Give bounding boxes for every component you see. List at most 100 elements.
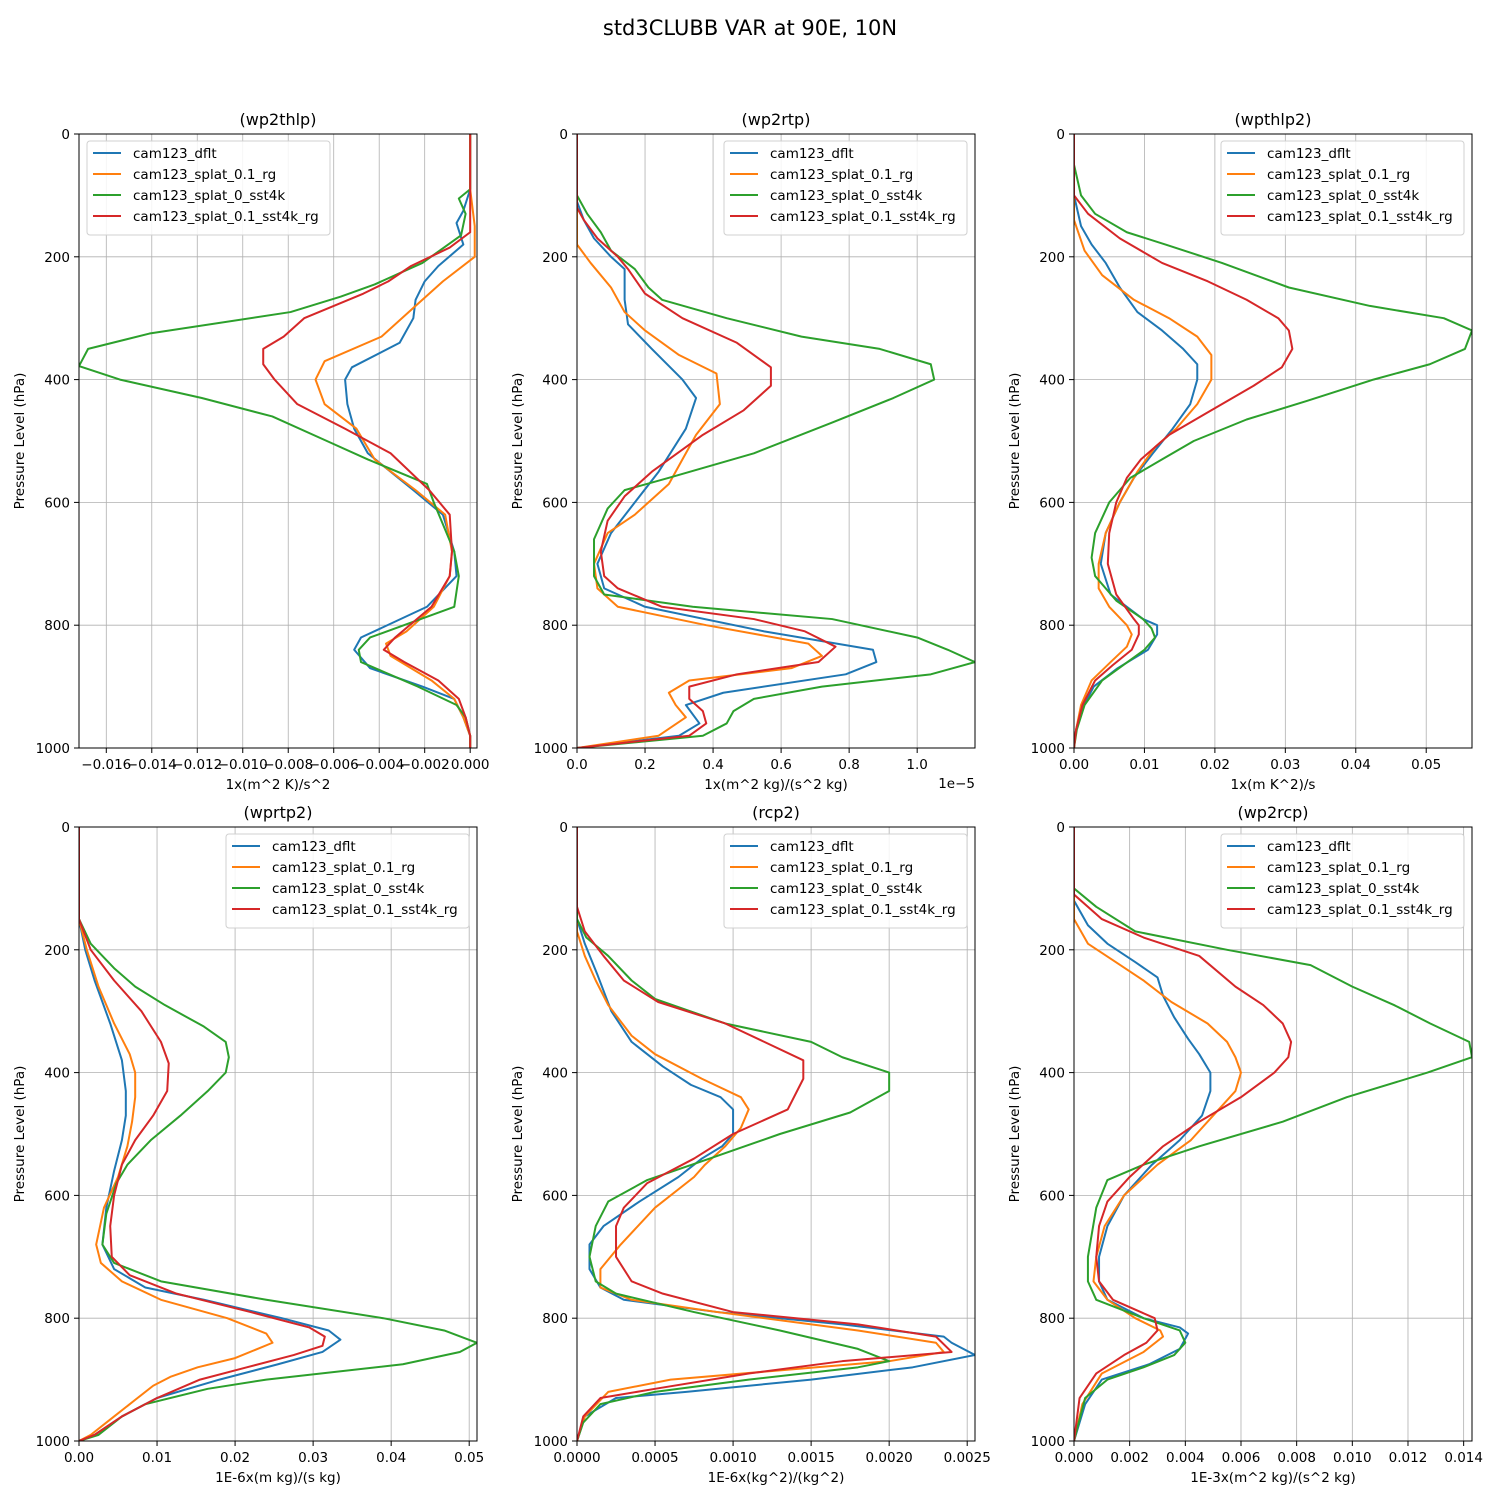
x-tick-label: 0.0005: [631, 1450, 678, 1466]
x-tick-label: 0.0: [566, 757, 587, 773]
y-tick-label: 0: [1056, 127, 1065, 143]
y-tick-label: 200: [1039, 943, 1065, 959]
x-tick-label: −0.008: [263, 757, 313, 773]
x-tick-label: 0.02: [220, 1450, 250, 1466]
y-axis-label: Pressure Level (hPa): [510, 1066, 526, 1203]
y-tick-label: 800: [1039, 1311, 1065, 1327]
legend-label: cam123_dflt: [770, 146, 854, 162]
legend-box: [723, 140, 968, 236]
series-line-cam123_splat_0.1_sst4k_rg: [79, 827, 326, 1441]
x-tick-label: 0.014: [1444, 1450, 1483, 1466]
y-tick-label: 400: [1039, 1066, 1065, 1082]
y-tick-label: 0: [61, 127, 70, 143]
x-offset-label: 1e−5: [938, 776, 975, 792]
x-tick-label: 0.0020: [866, 1450, 913, 1466]
axes-frame: [1073, 826, 1473, 1442]
series-line-cam123_splat_0.1_sst4k_rg: [577, 134, 837, 748]
x-axis-label: 1E-6x(m kg)/(s kg): [215, 1470, 341, 1486]
series-line-cam123_splat_0_sst4k: [577, 134, 975, 748]
legend: cam123_dflt cam123_splat_0.1_rg cam123_spl…: [86, 140, 331, 236]
axes-frame: [78, 826, 478, 1442]
series-line-cam123_dflt: [577, 827, 975, 1441]
series-line-cam123_splat_0.1_rg: [1074, 134, 1213, 748]
y-tick-label: 1000: [1031, 1434, 1065, 1450]
series-group: [79, 827, 477, 1441]
x-axis-label: 1E-6x(kg^2)/(kg^2): [708, 1470, 845, 1486]
y-axis-label: Pressure Level (hPa): [12, 1066, 28, 1203]
series-line-cam123_splat_0.1_rg: [577, 827, 945, 1441]
y-tick-label: 0: [559, 820, 568, 836]
legend-label: cam123_splat_0.1_rg: [770, 860, 913, 876]
x-tick-label: −0.014: [127, 757, 177, 773]
series-line-cam123_splat_0.1_rg: [1074, 827, 1242, 1441]
series-group: [577, 827, 975, 1441]
legend-box: [86, 140, 331, 236]
legend-label: cam123_dflt: [133, 146, 217, 162]
y-tick-label: 400: [44, 1066, 70, 1082]
y-axis-label: Pressure Level (hPa): [510, 373, 526, 510]
x-axis-label: 1x(m^2 K)/s^2: [226, 777, 331, 793]
y-tick-label: 800: [1039, 618, 1065, 634]
legend: cam123_dflt cam123_splat_0.1_rg cam123_spl…: [723, 140, 968, 236]
x-tick-label: 0.01: [1129, 757, 1159, 773]
y-tick-label: 200: [1039, 250, 1065, 266]
chart-panel-3: 0.00 0.01 0.02 0.03 0.04 0.05 0 200 400 600 800 100…: [1007, 110, 1473, 793]
y-axis-label: Pressure Level (hPa): [1007, 1066, 1023, 1203]
series-line-cam123_splat_0_sst4k: [577, 827, 891, 1441]
y-axis-label: Pressure Level (hPa): [1007, 373, 1023, 510]
y-tick-label: 600: [1039, 1188, 1065, 1204]
series-line-cam123_splat_0.1_rg: [577, 134, 823, 748]
series-line-cam123_splat_0.1_rg: [314, 134, 476, 748]
legend-label: cam123_splat_0.1_sst4k_rg: [272, 902, 458, 918]
legend-label: cam123_splat_0.1_sst4k_rg: [1267, 209, 1453, 225]
x-axis-label: 1x(m K^2)/s: [1231, 777, 1316, 793]
x-tick-label: −0.010: [218, 757, 268, 773]
y-tick-label: 600: [542, 495, 568, 511]
chart-panel-5: 0.0000 0.0005 0.0010 0.0015 0.0020 0.0025 0 200…: [510, 803, 991, 1486]
legend: cam123_dflt cam123_splat_0.1_rg cam123_spl…: [723, 833, 968, 929]
x-tick-label: 0.8: [838, 757, 859, 773]
legend: cam123_dflt cam123_splat_0.1_rg cam123_spl…: [225, 833, 470, 929]
y-tick-label: 800: [542, 618, 568, 634]
legend-label: cam123_splat_0.1_rg: [272, 860, 415, 876]
chart-panel-1: −0.016−0.014−0.012−0.010−0.008−0.006−0.0…: [12, 110, 490, 793]
y-tick-label: 1000: [534, 741, 568, 757]
legend-label: cam123_splat_0_sst4k: [1267, 188, 1419, 204]
y-tick-label: 200: [44, 943, 70, 959]
x-tick-label: 0.05: [1411, 757, 1441, 773]
legend-label: cam123_splat_0.1_sst4k_rg: [1267, 902, 1453, 918]
x-axis-label: 1E-3x(m^2 kg)/(s^2 kg): [1190, 1470, 1356, 1486]
legend-label: cam123_splat_0.1_sst4k_rg: [770, 902, 956, 918]
y-tick-label: 1000: [36, 741, 70, 757]
x-tick-label: 0.0000: [553, 1450, 600, 1466]
legend-label: cam123_splat_0.1_rg: [1267, 860, 1410, 876]
axes-frame: [576, 826, 976, 1442]
y-tick-label: 800: [542, 1311, 568, 1327]
y-tick-label: 600: [44, 1188, 70, 1204]
series-line-cam123_dflt: [79, 827, 342, 1441]
y-tick-label: 400: [1039, 373, 1065, 389]
x-axis-label: 1x(m^2 kg)/(s^2 kg): [704, 777, 848, 793]
x-tick-label: 0.00: [64, 1450, 94, 1466]
chart-panel-2: 0.0 0.2 0.4 0.6 0.8 1.0 0 200 400 600 800 1000 (wp2r…: [510, 110, 976, 793]
y-axis-label: Pressure Level (hPa): [12, 373, 28, 510]
legend-label: cam123_dflt: [272, 839, 356, 855]
legend-label: cam123_splat_0_sst4k: [133, 188, 285, 204]
x-tick-label: −0.002: [400, 757, 450, 773]
x-tick-label: 0.4: [702, 757, 723, 773]
y-tick-label: 800: [44, 618, 70, 634]
x-tick-label: 0.004: [1166, 1450, 1205, 1466]
figure-title: std3CLUBB VAR at 90E, 10N: [602, 16, 898, 40]
x-tick-label: −0.004: [354, 757, 404, 773]
x-tick-label: 0.006: [1222, 1450, 1261, 1466]
x-tick-label: −0.016: [81, 757, 131, 773]
axes-frame: [1073, 133, 1473, 749]
legend-label: cam123_splat_0.1_rg: [133, 167, 276, 183]
x-tick-label: 0.04: [376, 1450, 406, 1466]
x-tick-label: 0.00: [1059, 757, 1089, 773]
x-tick-label: 0.01: [142, 1450, 172, 1466]
legend: cam123_dflt cam123_splat_0.1_rg cam123_spl…: [1220, 833, 1465, 929]
axes-frame: [78, 133, 478, 749]
legend-label: cam123_splat_0.1_sst4k_rg: [770, 209, 956, 225]
series-line-cam123_splat_0.1_sst4k_rg: [577, 827, 953, 1441]
